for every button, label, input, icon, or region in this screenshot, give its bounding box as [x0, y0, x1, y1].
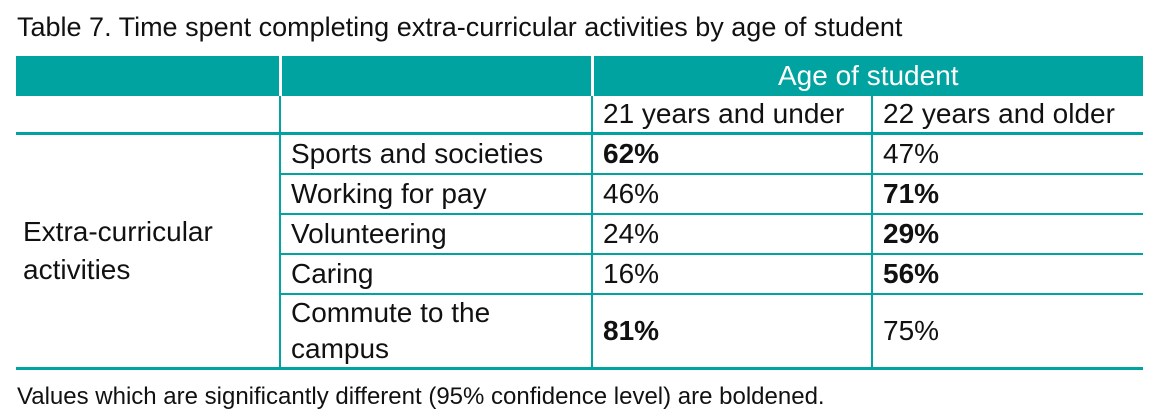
activity-label: Caring [280, 253, 593, 295]
table-row-commute: Commute to the campus 81% 75% [16, 293, 1144, 370]
column-header-over22: 22 years and older [872, 96, 1144, 135]
value-under21: 24% [592, 213, 873, 255]
table-row-volunteering: Volunteering 24% 29% [16, 213, 1144, 255]
table-row-sports: Extra-curricular activities Sports and s… [16, 133, 1144, 370]
row-group-label: Extra-curricular activities [16, 133, 281, 370]
value-over22: 75% [872, 293, 1144, 370]
activity-label: Sports and societies [280, 133, 593, 175]
table-caption: Table 7. Time spent completing extra-cur… [17, 12, 903, 42]
value-under21: 62% [592, 133, 873, 175]
data-table: Age of student 21 years and under 22 yea… [16, 56, 1144, 370]
header-spacer-cell-1 [16, 56, 282, 96]
activity-label: Commute to the campus [280, 293, 593, 370]
value-under21: 81% [592, 293, 873, 370]
table-row-working: Working for pay 46% 71% [16, 173, 1144, 215]
group-header-row: Age of student [16, 56, 1144, 96]
value-under21: 16% [592, 253, 873, 295]
column-header-under21: 21 years and under [592, 96, 873, 135]
column-group-header: Age of student [592, 56, 1144, 96]
value-over22: 47% [872, 133, 1144, 175]
value-over22: 71% [872, 173, 1144, 215]
activity-label: Working for pay [280, 173, 593, 215]
value-under21: 46% [592, 173, 873, 215]
activity-label: Volunteering [280, 213, 593, 255]
column-header-row: 21 years and under 22 years and older [16, 96, 1144, 135]
value-over22: 29% [872, 213, 1144, 255]
header-spacer-cell-2 [280, 56, 594, 96]
table-row-caring: Caring 16% 56% [16, 253, 1144, 295]
subheader-spacer-cell-1 [16, 96, 281, 135]
subheader-spacer-cell-2 [280, 96, 593, 135]
significance-note: Values which are significantly different… [17, 383, 825, 410]
value-over22: 56% [872, 253, 1144, 295]
